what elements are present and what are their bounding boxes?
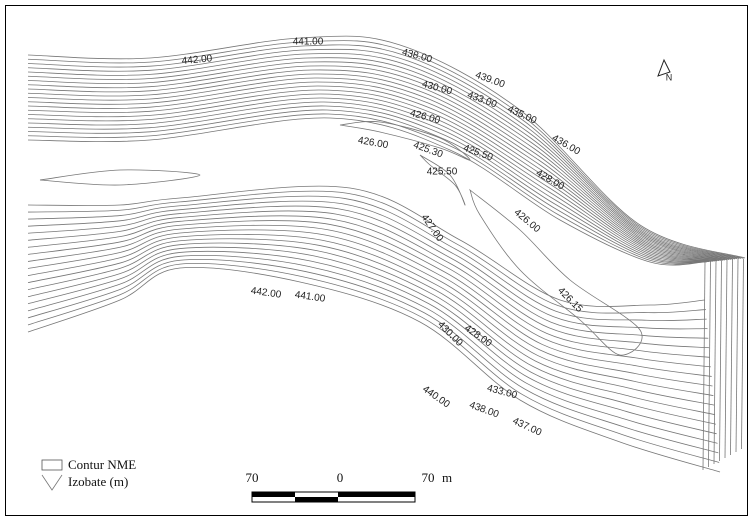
scale-label: 0 xyxy=(337,470,344,485)
legend-label: Izobate (m) xyxy=(68,474,128,489)
contour-label: 425.50 xyxy=(427,167,458,178)
contour-label: 441.00 xyxy=(293,37,324,48)
scale-label: 70 xyxy=(246,470,259,485)
legend-label: Contur NME xyxy=(68,457,136,472)
scale-unit: m xyxy=(442,470,452,485)
map: 442.00 441.00 438.00 439.00 430.00 433.0… xyxy=(0,0,753,522)
north-label: N xyxy=(666,72,673,82)
scale-label: 70 xyxy=(422,470,435,485)
